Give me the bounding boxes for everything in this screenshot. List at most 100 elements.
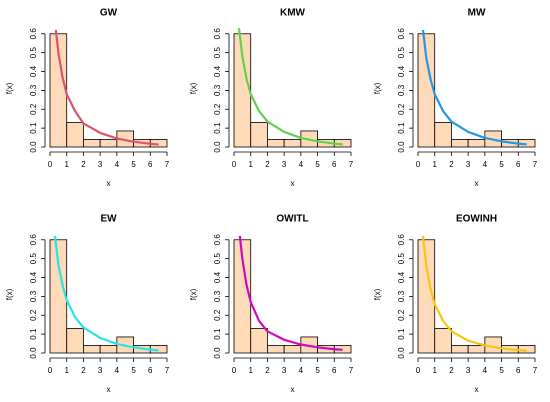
density-curve — [54, 29, 159, 146]
histogram-bar — [66, 328, 84, 354]
y-tick-label: 0.5 — [397, 253, 406, 265]
y-tick-label: 0.2 — [213, 309, 222, 321]
y-axis-label: f(x) — [189, 288, 198, 300]
x-tick-label: 5 — [499, 160, 504, 169]
x-tick-label: 2 — [265, 366, 270, 375]
histogram-bar — [83, 345, 101, 354]
histogram-bar — [99, 345, 118, 354]
x-tick-label: 6 — [332, 160, 337, 169]
y-axis-label: f(x) — [373, 82, 382, 94]
x-tick-label: 2 — [449, 160, 454, 169]
y-tick-label: 0.6 — [29, 234, 38, 246]
y-tick-label: 0.4 — [213, 271, 222, 283]
x-tick-label: 3 — [282, 366, 287, 375]
x-tick-label: 5 — [315, 366, 320, 375]
y-tick-label: 0.6 — [213, 28, 222, 40]
x-axis-label: x — [291, 385, 295, 394]
y-tick-label: 0.6 — [397, 28, 406, 40]
y-tick-label: 0.4 — [29, 271, 38, 283]
y-tick-label: 0.5 — [29, 47, 38, 59]
x-tick-label: 2 — [81, 366, 86, 375]
x-tick-label: 3 — [98, 366, 103, 375]
histogram-bar — [434, 328, 452, 354]
y-tick-label: 0.4 — [213, 65, 222, 77]
y-axis-label: f(x) — [189, 82, 198, 94]
x-tick-label: 0 — [48, 160, 53, 169]
histogram-bar — [250, 122, 268, 148]
histogram-bar — [267, 139, 285, 148]
x-axis-label: x — [107, 179, 111, 188]
x-tick-label: 7 — [165, 160, 170, 169]
panel-title: KMW — [280, 8, 306, 19]
x-tick-label: 0 — [416, 366, 421, 375]
x-tick-label: 6 — [516, 366, 521, 375]
y-tick-label: 0.5 — [29, 253, 38, 265]
y-tick-label: 0.3 — [213, 290, 222, 302]
x-tick-label: 1 — [248, 366, 253, 375]
density-curve — [237, 27, 343, 146]
y-axis-label: f(x) — [5, 82, 14, 94]
x-tick-label: 1 — [432, 160, 437, 169]
x-axis-label: x — [475, 385, 479, 394]
histogram-bar — [250, 328, 268, 354]
x-axis-label: x — [291, 179, 295, 188]
y-tick-label: 0.4 — [397, 65, 406, 77]
y-tick-label: 0.3 — [213, 84, 222, 96]
histogram-bar — [83, 139, 101, 148]
panel-title: EW — [100, 214, 117, 225]
y-tick-label: 0.2 — [397, 309, 406, 321]
x-tick-label: 0 — [48, 366, 53, 375]
y-tick-label: 0.1 — [397, 328, 406, 340]
y-tick-label: 0.0 — [397, 347, 406, 359]
density-curve — [238, 235, 343, 351]
y-tick-label: 0.1 — [29, 328, 38, 340]
x-tick-label: 7 — [533, 160, 538, 169]
x-tick-label: 3 — [466, 160, 471, 169]
x-tick-label: 5 — [499, 366, 504, 375]
x-tick-label: 3 — [98, 160, 103, 169]
x-tick-label: 6 — [148, 160, 153, 169]
x-tick-label: 0 — [232, 160, 237, 169]
panel-title: EOWINH — [456, 214, 497, 225]
y-tick-label: 0.1 — [213, 122, 222, 134]
panel-title: MW — [468, 8, 486, 19]
y-tick-label: 0.1 — [397, 122, 406, 134]
histogram-bar — [517, 345, 536, 354]
y-tick-label: 0.2 — [397, 103, 406, 115]
y-tick-label: 0.5 — [397, 47, 406, 59]
y-tick-label: 0.0 — [213, 141, 222, 153]
histogram-bar — [267, 345, 285, 354]
y-tick-label: 0.4 — [29, 65, 38, 77]
y-tick-label: 0.1 — [29, 122, 38, 134]
histogram-bar — [283, 345, 302, 354]
histogram-bar — [417, 239, 436, 354]
y-tick-label: 0.0 — [29, 141, 38, 153]
x-tick-label: 6 — [332, 366, 337, 375]
x-tick-label: 2 — [81, 160, 86, 169]
y-tick-label: 0.4 — [397, 271, 406, 283]
histogram-bar — [467, 139, 486, 148]
y-axis-label: f(x) — [373, 288, 382, 300]
histogram-bar — [467, 345, 486, 354]
x-axis-label: x — [107, 385, 111, 394]
x-tick-label: 3 — [466, 366, 471, 375]
y-axis-label: f(x) — [5, 288, 14, 300]
histogram-bar — [233, 239, 252, 354]
histogram-bar — [451, 345, 469, 354]
y-tick-label: 0.2 — [213, 103, 222, 115]
x-tick-label: 7 — [349, 366, 354, 375]
x-tick-label: 5 — [315, 160, 320, 169]
y-tick-label: 0.6 — [29, 28, 38, 40]
y-tick-label: 0.0 — [29, 347, 38, 359]
x-tick-label: 4 — [115, 160, 120, 169]
y-tick-label: 0.6 — [397, 234, 406, 246]
histogram-bar — [283, 139, 302, 148]
y-tick-label: 0.0 — [397, 141, 406, 153]
x-tick-label: 0 — [232, 366, 237, 375]
histogram-bar — [451, 139, 469, 148]
x-tick-label: 4 — [483, 366, 488, 375]
histogram-bar — [99, 139, 118, 148]
y-tick-label: 0.1 — [213, 328, 222, 340]
histogram-bar — [434, 122, 452, 148]
